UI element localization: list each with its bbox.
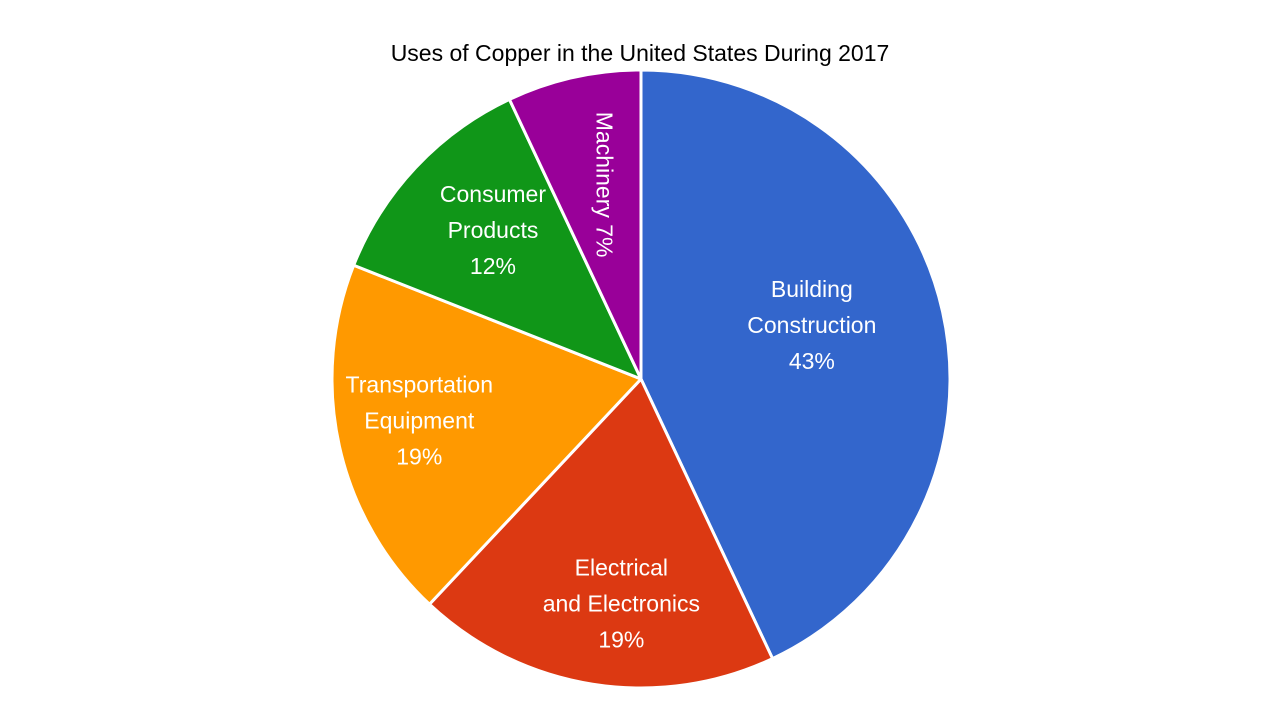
slice-label-line: 19% [598, 627, 644, 653]
slice-label-line: Consumer [440, 181, 546, 207]
slice-label-transportation-equipment: Transportation Equipment 19% [346, 371, 493, 469]
slice-label-machinery: Machinery 7% [592, 112, 618, 258]
slice-label-line: 43% [789, 348, 835, 374]
slice-label-line: Construction [747, 312, 876, 338]
slice-label-building-construction: Building Construction 43% [747, 276, 876, 374]
slice-label-consumer-products: Consumer Products 12% [440, 181, 546, 279]
slice-label-line: Electrical [575, 555, 668, 581]
slice-label-line: 12% [470, 253, 516, 279]
pie-slice-machinery [507, 68, 643, 381]
slice-label-electrical-and-electronics: Electrical and Electronics 19% [543, 555, 700, 653]
slice-label-line: Building [771, 276, 853, 302]
chart-title: Uses of Copper in the United States Duri… [390, 40, 890, 66]
slice-label-line: and Electronics [543, 591, 700, 617]
slice-label-line: Transportation [346, 371, 493, 397]
pie-slice-electrical-and-electronics [427, 377, 775, 690]
pie-slices [330, 68, 952, 690]
pie-slice-building-construction [639, 68, 952, 661]
slice-label-line: Equipment [364, 407, 475, 433]
pie-labels: Building Construction 43% Electrical and Ele… [346, 112, 877, 653]
pie-slice-consumer-products [352, 97, 643, 381]
slice-label-line: 19% [396, 443, 442, 469]
slice-label-line: Machinery 7% [592, 112, 618, 258]
slice-label-line: Products [448, 217, 539, 243]
